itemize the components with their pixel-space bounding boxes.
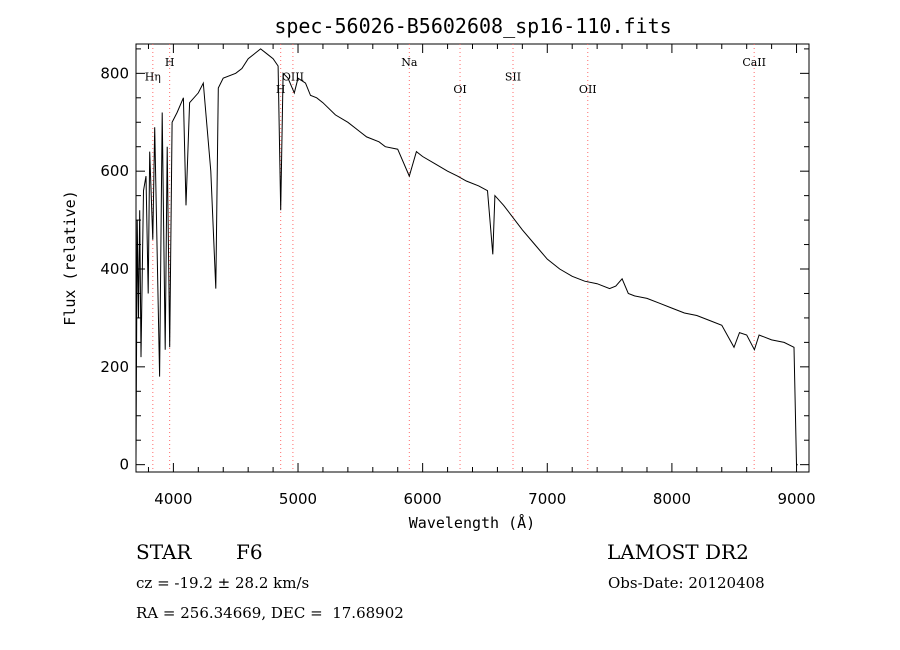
y-axis-label: Flux (relative) xyxy=(61,190,79,325)
survey-label: LAMOST DR2 xyxy=(607,540,749,564)
subclass-label: F6 xyxy=(236,540,263,564)
plot-frame xyxy=(135,43,810,473)
x-tick-label-5: 9000 xyxy=(777,490,815,508)
marker-label-7: OII xyxy=(579,83,597,96)
marker-label-1: H xyxy=(165,56,175,69)
y-tick-label-0: 0 xyxy=(119,456,129,474)
y-tick-label-2: 400 xyxy=(100,260,129,278)
x-tick-label-2: 6000 xyxy=(404,490,442,508)
x-tick-label-0: 4000 xyxy=(154,490,192,508)
coordinates-label: RA = 256.34669, DEC = 17.68902 xyxy=(136,604,404,622)
axis-ticks xyxy=(136,44,809,472)
x-tick-label-3: 7000 xyxy=(528,490,566,508)
marker-label-4: Na xyxy=(401,56,418,69)
axis-tick-labels: 4000 5000 6000 7000 8000 9000 0 200 400 600 800 xyxy=(100,64,815,508)
y-tick-label-4: 800 xyxy=(100,64,129,82)
obs-date-label: Obs-Date: 20120408 xyxy=(608,574,765,592)
marker-label-3: OIII xyxy=(282,71,304,84)
marker-label-8: CaII xyxy=(742,56,766,69)
x-axis-label: Wavelength (Å) xyxy=(409,513,535,532)
marker-label-5: OI xyxy=(453,83,466,96)
redshift-label: cz = -19.2 ± 28.2 km/s xyxy=(136,574,310,592)
spectrum-series-line xyxy=(135,48,798,466)
marker-label-6: SII xyxy=(505,71,521,84)
y-tick-label-1: 200 xyxy=(100,358,129,376)
x-tick-label-1: 5000 xyxy=(279,490,317,508)
x-tick-label-4: 8000 xyxy=(653,490,691,508)
chart-title: spec-56026-B5602608_sp16-110.fits xyxy=(274,14,671,38)
marker-label-2: H xyxy=(276,83,286,96)
object-type-label: STAR xyxy=(136,540,192,564)
marker-label-0: Hη xyxy=(145,71,161,84)
y-tick-label-3: 600 xyxy=(100,162,129,180)
